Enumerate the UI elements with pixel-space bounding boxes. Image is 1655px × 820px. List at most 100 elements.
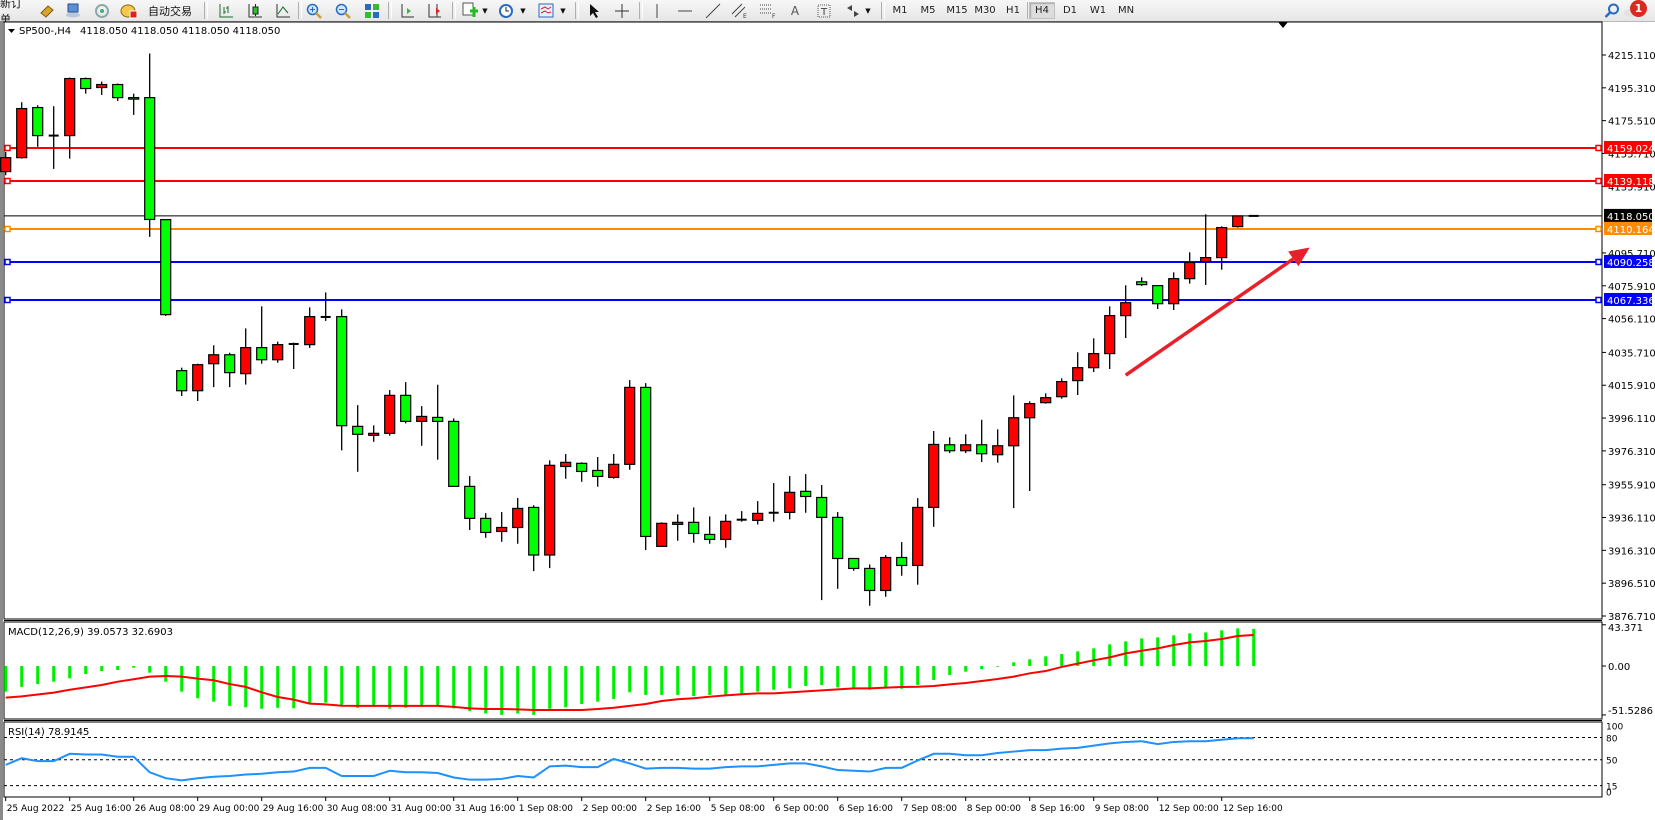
chart-area[interactable]: 4215.110 4195.310 4175.510 4155.710 4135.910…	[0, 21, 1655, 820]
arrow-shaft	[1124, 257, 1295, 377]
chart-shift-icon[interactable]	[398, 2, 416, 19]
current-price-label: 4118.050	[1607, 212, 1655, 223]
candle-bullish	[608, 463, 620, 479]
trend-arrow[interactable]	[1124, 247, 1310, 377]
candle-bullish	[912, 506, 924, 567]
fibonacci-icon[interactable]: F	[759, 2, 777, 19]
toolbar-separator	[881, 2, 885, 19]
chart-menu-triangle-icon[interactable]	[8, 29, 15, 33]
autotrading-icon[interactable]	[120, 2, 138, 19]
cursor-icon[interactable]	[586, 2, 602, 19]
timeframe-mn[interactable]: MN	[1117, 5, 1135, 16]
candle-bearish	[800, 490, 812, 498]
price-tick-label: 3955.910	[1608, 481, 1655, 492]
navigator-icon[interactable]	[64, 2, 82, 19]
level-handle-left	[4, 296, 11, 304]
templates-icon[interactable]	[537, 2, 555, 19]
level-handle-right	[1595, 177, 1602, 185]
candle-bearish	[976, 444, 988, 455]
toolbar: 新订单 自动交易 ▼ ▼ ▼ E F A T ▼ M1 M5 M15 M30 H…	[0, 0, 1655, 26]
candle-bearish	[528, 506, 540, 556]
timeframe-h4[interactable]: H4	[1029, 2, 1055, 19]
time-tick-label: 25 Aug 2022	[7, 804, 65, 814]
time-axis: 25 Aug 2022 25 Aug 16:00 26 Aug 08:00 29 Au…	[5, 797, 1283, 814]
level-price-badge	[1604, 292, 1652, 306]
trendline-icon[interactable]	[704, 2, 722, 19]
new-chart-icon[interactable]	[460, 2, 480, 19]
macd-pane[interactable]	[3, 621, 1603, 720]
candle-bullish	[544, 464, 556, 556]
macd-label: MACD(12,26,9) 39.0573 32.6903	[8, 627, 173, 638]
auto-trading-button[interactable]: 自动交易	[148, 4, 192, 18]
vertical-line-icon[interactable]	[650, 2, 664, 19]
timeframe-m15[interactable]: M15	[946, 5, 968, 16]
price-tick-label: 4075.910	[1608, 282, 1655, 293]
text-icon[interactable]: A	[790, 3, 800, 18]
periods-icon[interactable]	[497, 2, 515, 19]
equidistant-channel-icon[interactable]: E	[731, 2, 749, 19]
chart-shift-marker-icon[interactable]	[1278, 22, 1288, 28]
candle-bullish	[304, 316, 316, 346]
timeframe-m1[interactable]: M1	[892, 5, 908, 16]
market-watch-icon[interactable]	[38, 2, 56, 19]
candle-bullish	[1072, 367, 1084, 382]
level-price-label: 4159.024	[1607, 144, 1655, 155]
line-chart-icon[interactable]	[274, 2, 292, 19]
tile-windows-icon[interactable]	[363, 2, 381, 19]
text-label-icon[interactable]: T	[816, 2, 832, 19]
arrows-icon[interactable]	[845, 2, 861, 19]
time-tick-label: 12 Sep 16:00	[1223, 804, 1283, 814]
timeframe-d1[interactable]: D1	[1062, 5, 1078, 16]
rsi-tick-label: 50	[1606, 757, 1618, 767]
horizontal-line-icon[interactable]	[676, 2, 694, 19]
candle-bullish	[1200, 256, 1212, 263]
notification-count-badge[interactable]: 1	[1630, 0, 1647, 17]
candle-bearish	[352, 425, 364, 435]
candle-bullish	[928, 443, 940, 509]
timeframe-m30[interactable]: M30	[974, 5, 996, 16]
candle-bearish	[896, 556, 908, 567]
price-tick-label: 3896.510	[1608, 579, 1655, 590]
candle-bearish	[576, 462, 588, 473]
window-border	[0, 21, 3, 820]
zoom-in-icon[interactable]	[305, 2, 323, 19]
time-tick-label: 31 Aug 16:00	[455, 804, 516, 814]
candle-bearish	[864, 567, 876, 592]
candle-bullish	[1008, 417, 1020, 447]
price-pane[interactable]	[3, 21, 1603, 620]
macd-tick-label: 43.371	[1608, 623, 1643, 634]
price-tick-label: 3916.310	[1608, 546, 1655, 557]
new-order-button[interactable]: 新订单	[0, 0, 22, 26]
candle-bullish	[1040, 397, 1052, 404]
time-tick-label: 2 Sep 00:00	[583, 804, 638, 814]
arrows-dropdown-icon[interactable]: ▼	[865, 6, 871, 15]
auto-scroll-icon[interactable]	[425, 2, 443, 19]
search-icon[interactable]	[1603, 2, 1621, 19]
templates-dropdown-icon[interactable]: ▼	[560, 6, 566, 15]
time-tick-label: 12 Sep 00:00	[1159, 804, 1219, 814]
bar-chart-icon[interactable]	[217, 2, 235, 19]
time-tick-label: 5 Sep 08:00	[711, 804, 766, 814]
time-tick-label: 31 Aug 00:00	[391, 804, 452, 814]
level-handle-left	[4, 144, 11, 152]
crosshair-icon[interactable]	[613, 2, 631, 19]
zoom-out-icon[interactable]	[334, 2, 352, 19]
candle-bullish	[1024, 403, 1036, 419]
level-handle-right	[1595, 258, 1602, 266]
candle-bullish	[96, 83, 108, 89]
candlestick-icon[interactable]	[246, 2, 264, 19]
candle-bearish	[592, 469, 604, 478]
candle-bullish	[720, 520, 732, 541]
signals-icon[interactable]	[93, 2, 111, 19]
timeframe-w1[interactable]: W1	[1089, 5, 1107, 16]
periods-dropdown-icon[interactable]: ▼	[520, 6, 526, 15]
timeframe-m5[interactable]: M5	[920, 5, 936, 16]
arrow-head-icon	[1288, 247, 1310, 267]
timeframe-h1[interactable]: H1	[1006, 5, 1020, 16]
level-handle-right	[1595, 296, 1602, 304]
candle-bearish	[144, 97, 156, 221]
time-tick-label: 8 Sep 16:00	[1031, 804, 1086, 814]
pane-divider	[4, 620, 1602, 721]
new-chart-dropdown-icon[interactable]: ▼	[482, 6, 488, 15]
candle-bearish	[336, 316, 348, 427]
